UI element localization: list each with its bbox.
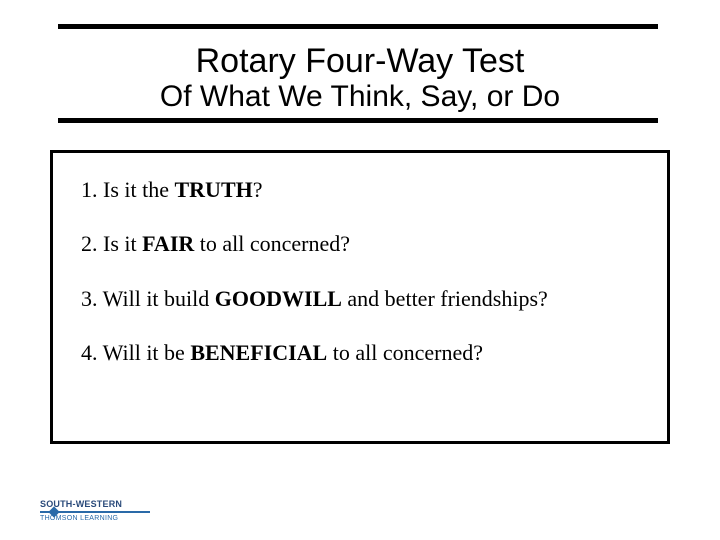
logo-top-text: SOUTH-WESTERN <box>40 499 160 509</box>
item-prefix: 2. Is it <box>81 231 142 256</box>
slide-title: Rotary Four-Way Test <box>0 42 720 81</box>
item-prefix: 3. Will it build <box>81 286 215 311</box>
item-suffix: and better friendships? <box>342 286 548 311</box>
mid-horizontal-rule <box>58 118 658 123</box>
list-item: 4. Will it be BENEFICIAL to all concerne… <box>81 340 647 366</box>
item-bold: BENEFICIAL <box>190 340 327 365</box>
item-prefix: 4. Will it be <box>81 340 190 365</box>
item-prefix: 1. Is it the <box>81 177 175 202</box>
list-item: 2. Is it FAIR to all concerned? <box>81 231 647 257</box>
logo-bottom-text: THOMSON LEARNING <box>40 515 160 522</box>
list-item: 1. Is it the TRUTH? <box>81 177 647 203</box>
item-bold: FAIR <box>142 231 194 256</box>
footer-logo: SOUTH-WESTERN THOMSON LEARNING <box>40 499 160 522</box>
item-bold: TRUTH <box>175 177 253 202</box>
top-horizontal-rule <box>58 24 658 29</box>
slide: Rotary Four-Way Test Of What We Think, S… <box>0 0 720 540</box>
logo-divider <box>40 511 150 513</box>
item-bold: GOODWILL <box>215 286 342 311</box>
slide-subtitle: Of What We Think, Say, or Do <box>0 80 720 114</box>
item-suffix: to all concerned? <box>327 340 483 365</box>
item-suffix: ? <box>253 177 263 202</box>
content-box: 1. Is it the TRUTH? 2. Is it FAIR to all… <box>50 150 670 444</box>
item-suffix: to all concerned? <box>194 231 350 256</box>
list-item: 3. Will it build GOODWILL and better fri… <box>81 286 647 312</box>
